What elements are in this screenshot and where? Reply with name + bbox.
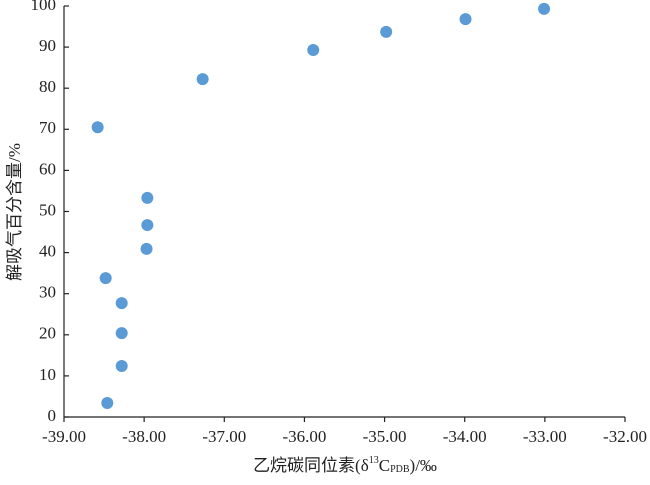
x-label-sup: 13 (369, 455, 379, 466)
y-tick-label: 0 (48, 406, 57, 425)
y-tick-label: 10 (39, 365, 56, 384)
x-label-end: )/‰ (410, 456, 437, 475)
y-tick-label: 90 (39, 36, 56, 55)
y-tick-label: 40 (39, 242, 56, 261)
y-tick-label: 80 (39, 77, 56, 96)
point (196, 73, 209, 86)
point (141, 219, 154, 232)
y-tick-label: 60 (39, 159, 56, 178)
x-tick-label: -36.00 (282, 427, 326, 446)
x-tick-label: -33.00 (523, 427, 567, 446)
x-label-base: C (379, 456, 390, 475)
point (538, 2, 551, 15)
point (115, 327, 128, 340)
point (140, 242, 153, 255)
x-tick-label: -32.00 (603, 427, 647, 446)
point (115, 360, 128, 373)
point (141, 191, 154, 204)
point (101, 397, 114, 410)
x-tick-label: -35.00 (363, 427, 407, 446)
y-tick-label: 100 (31, 0, 57, 14)
x-label-sub: PDB (390, 464, 410, 475)
x-tick-label: -38.00 (122, 427, 166, 446)
x-label-main: 乙烷碳同位素(δ (253, 456, 369, 475)
y-tick-label: 50 (39, 200, 56, 219)
point (115, 297, 128, 310)
point (459, 13, 472, 26)
y-tick-label: 70 (39, 118, 56, 137)
x-tick-label: -39.00 (42, 427, 86, 446)
point (91, 121, 104, 134)
point (307, 43, 320, 56)
x-axis-label: 乙烷碳同位素(δ13CPDB)/‰ (253, 455, 437, 475)
y-tick-label: 20 (39, 324, 56, 343)
y-axis-label: 解吸气百分含量/% (5, 143, 24, 281)
point (380, 25, 393, 38)
point (99, 272, 112, 285)
y-tick-label: 30 (39, 283, 56, 302)
x-tick-label: -37.00 (202, 427, 246, 446)
x-tick-label: -34.00 (443, 427, 487, 446)
